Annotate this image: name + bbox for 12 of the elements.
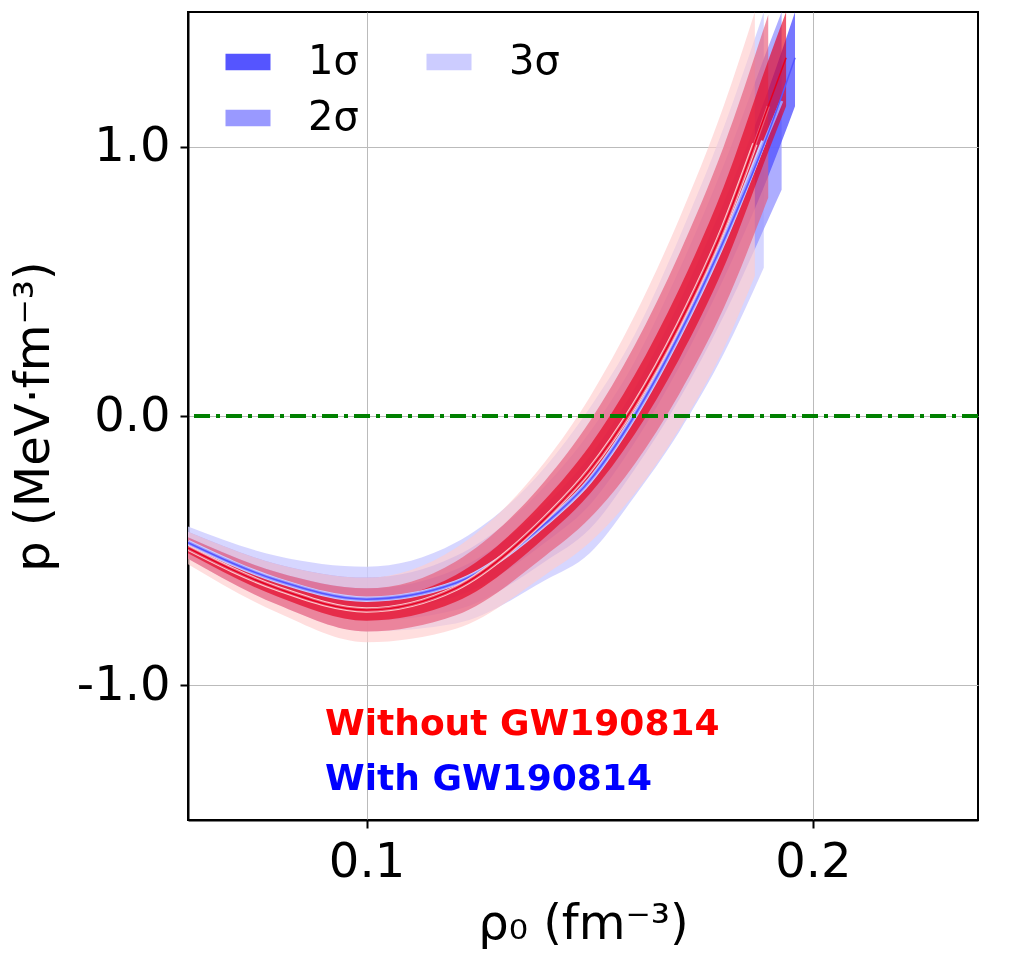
x-tick-label: 0.1	[328, 831, 406, 888]
annotation: With GW190814	[325, 757, 652, 798]
y-tick-label: 1.0	[94, 116, 171, 173]
legend-label: 2σ	[308, 93, 359, 139]
x-axis-title: ρ₀ (fm⁻³)	[478, 893, 689, 950]
legend-label: 1σ	[308, 37, 359, 83]
x-tick-label: 0.2	[775, 831, 852, 888]
y-tick-label: 0.0	[94, 385, 171, 442]
y-axis-title: p (MeV·fm⁻³)	[3, 261, 60, 572]
y-tick-label: -1.0	[76, 654, 171, 711]
annotation: Without GW190814	[325, 702, 720, 743]
legend-label: 3σ	[509, 37, 560, 83]
